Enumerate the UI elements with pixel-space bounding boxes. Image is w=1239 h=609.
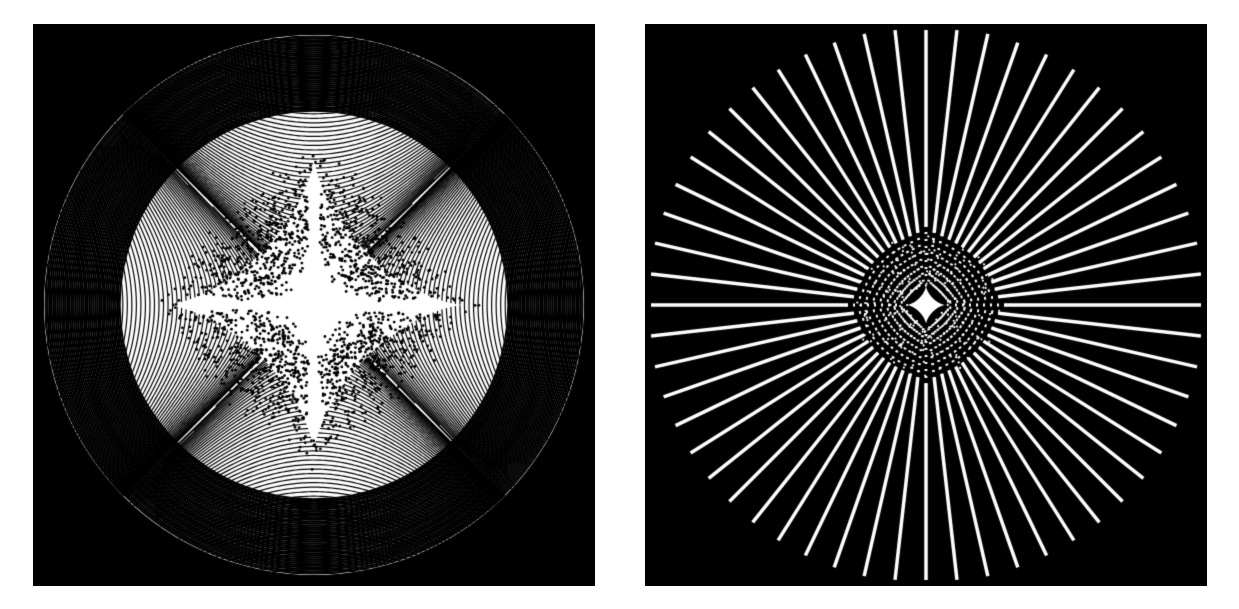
right-pattern-panel xyxy=(645,24,1207,586)
left-pattern-panel xyxy=(33,24,595,586)
